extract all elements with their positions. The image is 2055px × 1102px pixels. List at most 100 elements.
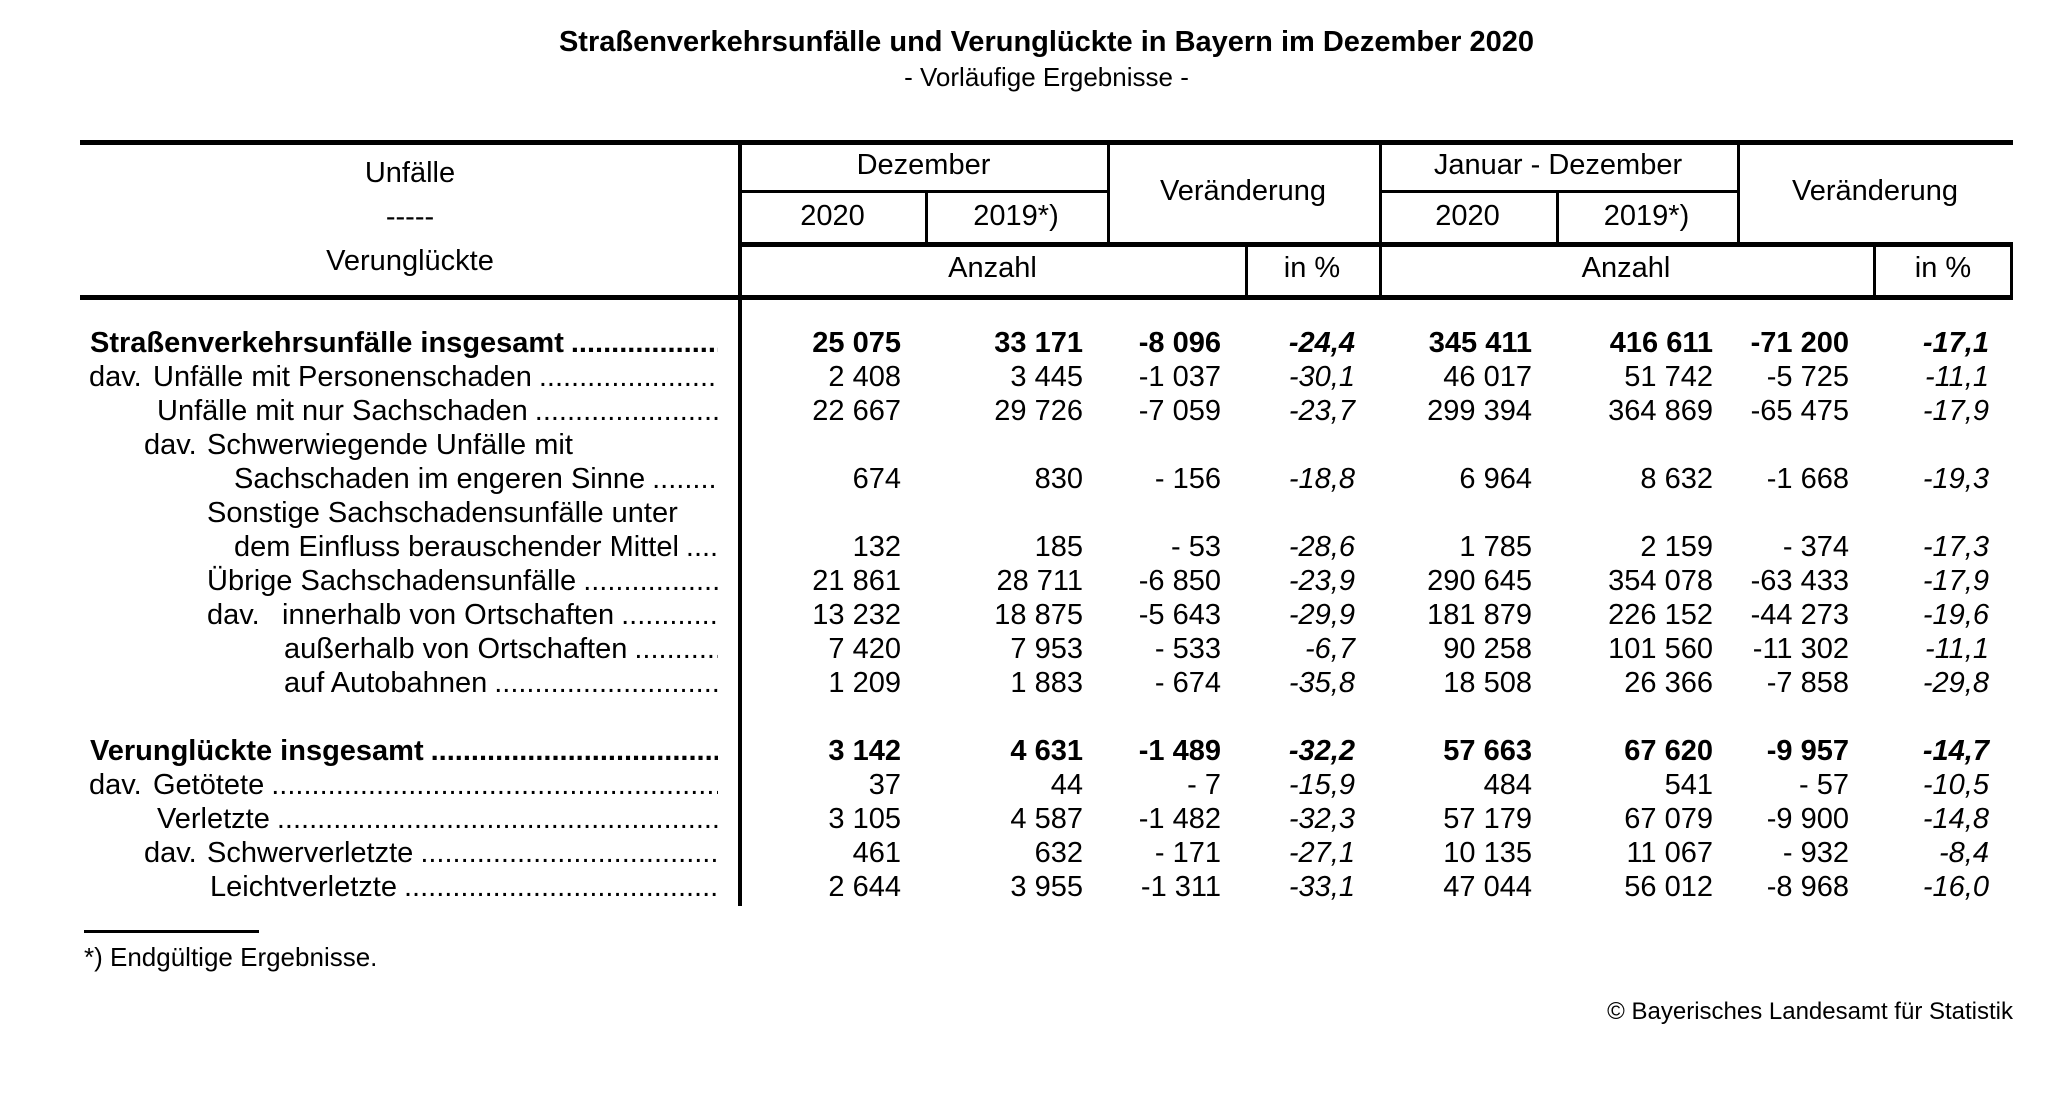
value-cell: 37 (868, 769, 901, 801)
row-label-cell: dav. Schwerwiegende Unfälle mit (80, 428, 740, 462)
value-cell: 25 075 (812, 327, 901, 359)
row-label: Verunglückte insgesamt (90, 735, 424, 767)
value-cell: - 53 (1171, 531, 1221, 563)
stub-header: Unfälle ----- Verunglückte (80, 140, 740, 295)
dot-leader: ........................................… (634, 633, 718, 665)
value-cell: - 7 (1187, 769, 1221, 801)
value-cell: -17,1 (1922, 327, 1989, 359)
row-prefix: dav. (144, 837, 197, 869)
value-cell: -32,3 (1288, 803, 1355, 835)
table-row: Sachschaden im engeren Sinne............… (80, 462, 2013, 496)
header-period-januar-dezember: Januar - Dezember (1433, 148, 1683, 181)
table-row: auf Autobahnen..........................… (80, 666, 2013, 700)
row-label-cell: außerhalb von Ortschaften...............… (80, 632, 740, 666)
document-subtitle: - Vorläufige Ergebnisse - (904, 62, 1189, 92)
table-row: Straßenverkehrsunfälle insgesamt........… (80, 326, 2013, 360)
value-cell (1107, 496, 1245, 530)
value-cell: -9 900 (1766, 803, 1849, 835)
value-cell: 101 560 (1608, 633, 1713, 665)
value-cell: 57 663 (1443, 735, 1532, 767)
row-prefix: dav. (207, 599, 260, 631)
value-cell: - 374 (1782, 531, 1849, 563)
value-cell: -23,7 (1288, 395, 1355, 427)
footnote-rule (84, 930, 259, 933)
rule-under-years (740, 242, 2013, 247)
value-cell: -17,9 (1922, 565, 1989, 597)
row-label-cell: dav. Getötete............................… (80, 768, 740, 802)
row-label-cell: Sachschaden im engeren Sinne............… (80, 462, 740, 496)
dot-leader: ........................................… (430, 735, 718, 767)
row-label: Übrige Sachschadensunfälle (207, 565, 577, 597)
header-period-dezember: Dezember (856, 148, 991, 181)
value-cell: -1 311 (1140, 871, 1221, 903)
header-change-2: Veränderung (1791, 174, 1959, 207)
value-cell: 290 645 (1427, 565, 1532, 597)
value-cell: 4 631 (1010, 735, 1083, 767)
rule-under-januar-dezember (1379, 190, 1737, 193)
footnote: *) Endgültige Ergebnisse. (84, 930, 377, 973)
dot-leader: ........................................… (271, 769, 718, 801)
value-cell: 67 620 (1624, 735, 1713, 767)
stub-line-unfaelle: Unfälle (364, 157, 456, 189)
value-cell: 2 408 (828, 361, 901, 393)
dot-leader: ........................................… (652, 463, 718, 495)
value-cell: -10,5 (1922, 769, 1989, 801)
row-label: Verletzte (157, 803, 270, 835)
value-cell: 44 (1050, 769, 1083, 801)
row-label: Schwerwiegende Unfälle mit (207, 429, 573, 461)
value-cell: -27,1 (1288, 837, 1355, 869)
row-label: innerhalb von Ortschaften (282, 599, 615, 631)
value-cell: 461 (852, 837, 901, 869)
row-label-cell: dav. Schwerverletzte.....................… (80, 836, 740, 870)
value-cell: 416 611 (1609, 327, 1713, 359)
header-year-2020-jd: 2020 (1435, 199, 1500, 232)
value-cell: 8 632 (1640, 463, 1713, 495)
table-row: Verunglückte insgesamt..................… (80, 734, 2013, 768)
value-cell: 7 420 (828, 633, 901, 665)
row-label: Leichtverletzte (210, 871, 397, 903)
value-cell (740, 428, 925, 462)
value-cell: - 171 (1154, 837, 1221, 869)
value-cell: -24,4 (1288, 327, 1355, 359)
value-cell: -5 643 (1138, 599, 1221, 631)
value-cell: 2 159 (1640, 531, 1713, 563)
row-prefix: dav. (89, 769, 142, 801)
dot-leader: ........................................… (570, 327, 718, 359)
value-cell: 354 078 (1608, 565, 1713, 597)
value-cell: 18 508 (1443, 667, 1532, 699)
value-cell: - 57 (1799, 769, 1849, 801)
row-label-cell: auf Autobahnen..........................… (80, 666, 740, 700)
value-cell: - 156 (1154, 463, 1221, 495)
value-cell: 11 067 (1626, 837, 1713, 869)
value-cell: -19,6 (1922, 599, 1989, 631)
value-cell: 3 142 (828, 735, 901, 767)
stub-divider-dashes: ----- (385, 201, 435, 233)
value-cell: -1 482 (1138, 803, 1221, 835)
value-cell: 33 171 (994, 327, 1083, 359)
rule-top (80, 140, 2013, 145)
value-cell: -8 968 (1766, 871, 1849, 903)
header-anzahl-1: Anzahl (948, 252, 1037, 284)
value-cell: 90 258 (1443, 633, 1532, 665)
value-cell: 6 964 (1459, 463, 1532, 495)
value-cell: -33,1 (1288, 871, 1355, 903)
value-cell: 674 (852, 463, 901, 495)
value-cell (925, 496, 1107, 530)
value-cell: 3 955 (1010, 871, 1083, 903)
value-cell: 21 861 (812, 565, 901, 597)
value-cell: -35,8 (1288, 667, 1355, 699)
value-cell (1245, 428, 1379, 462)
vrule-dez-change (1107, 145, 1110, 242)
value-cell (1873, 496, 2013, 530)
statistics-table: Unfälle ----- Verunglückte Dezember Verä… (80, 140, 2013, 906)
value-cell: 3 105 (828, 803, 901, 835)
row-label: Unfälle mit Personenschaden (153, 361, 532, 393)
dot-leader: ........................................… (534, 395, 718, 427)
row-label-cell: dem Einfluss berauschender Mittel.......… (80, 530, 740, 564)
value-cell: 181 879 (1427, 599, 1532, 631)
value-cell: - 674 (1154, 667, 1221, 699)
row-label-cell: dav. Unfälle mit Personenschaden.........… (80, 360, 740, 394)
value-cell: 132 (852, 531, 901, 563)
value-cell: 7 953 (1010, 633, 1083, 665)
